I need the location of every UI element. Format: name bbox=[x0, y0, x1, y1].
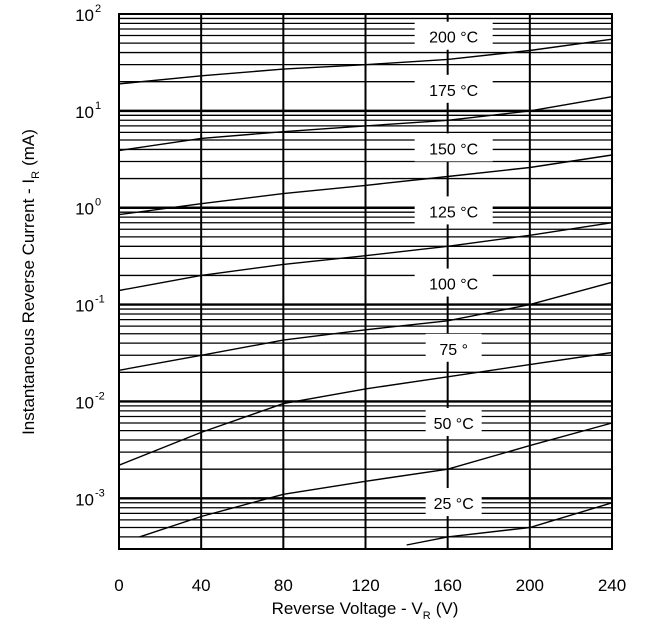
series-lines bbox=[118, 38, 613, 546]
y-tick-label: 10 bbox=[75, 200, 94, 219]
x-tick-label: 120 bbox=[351, 576, 379, 595]
series-labels: 200 °C 175 °C 150 °C 125 °C 100 °C 75 ° 50 °C 2… bbox=[414, 21, 493, 517]
x-tick-label: 80 bbox=[274, 576, 293, 595]
series-line bbox=[118, 281, 613, 371]
y-axis-label: Instantaneous Reverse Current - IR(mA) bbox=[19, 129, 42, 435]
y-tick-label: 10 bbox=[75, 103, 94, 122]
grid bbox=[119, 14, 612, 550]
series-label: 200 °C bbox=[429, 30, 478, 47]
x-tick-label: 0 bbox=[114, 576, 123, 595]
y-tick-exponent: -2 bbox=[95, 390, 105, 402]
series-label-bg bbox=[414, 21, 493, 50]
series-label-bg bbox=[414, 196, 493, 225]
x-tick-label: 240 bbox=[598, 576, 626, 595]
series-label-bg bbox=[425, 407, 482, 436]
series-line bbox=[118, 38, 613, 85]
plot-frame bbox=[118, 13, 613, 550]
y-tick-label: 10 bbox=[75, 297, 94, 316]
series-label-bg bbox=[425, 333, 482, 362]
series-label-bg bbox=[425, 488, 482, 517]
y-tick-exponent: 2 bbox=[95, 3, 101, 15]
y-tick-label: 10 bbox=[75, 490, 94, 509]
series-label: 75 ° bbox=[439, 342, 468, 359]
y-tick-exponent: 0 bbox=[95, 197, 101, 209]
x-tick-label: 160 bbox=[433, 576, 461, 595]
y-tick-exponent: -3 bbox=[95, 487, 105, 499]
x-tick-labels: 0 40 80 120 160 200 240 bbox=[114, 576, 626, 595]
series-label: 50 °C bbox=[434, 416, 474, 433]
y-tick-exponent: -1 bbox=[95, 294, 105, 306]
series-label-bg bbox=[414, 268, 493, 297]
series-label-bg bbox=[414, 74, 493, 103]
series-line bbox=[406, 502, 613, 546]
series-label-bg bbox=[414, 133, 493, 162]
series-line bbox=[118, 222, 613, 292]
y-tick-label: 10 bbox=[75, 6, 94, 25]
series-line bbox=[118, 351, 613, 466]
x-axis-label: Reverse Voltage - VR (V) bbox=[272, 599, 459, 622]
series-line bbox=[139, 422, 613, 538]
series-label: 125 °C bbox=[429, 204, 478, 221]
series-line bbox=[118, 154, 613, 216]
series-label: 150 °C bbox=[429, 141, 478, 158]
y-tick-label: 10 bbox=[75, 393, 94, 412]
series-label: 100 °C bbox=[429, 277, 478, 294]
series-label: 25 °C bbox=[434, 496, 474, 513]
series-line bbox=[118, 96, 613, 152]
x-tick-label: 200 bbox=[516, 576, 544, 595]
y-tick-exponent: 1 bbox=[95, 100, 101, 112]
series-label: 175 °C bbox=[429, 83, 478, 100]
x-tick-label: 40 bbox=[192, 576, 211, 595]
